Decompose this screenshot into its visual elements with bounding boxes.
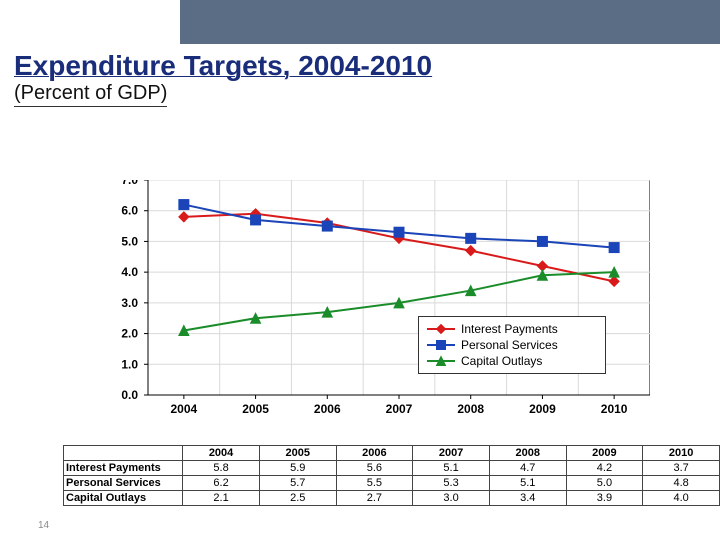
legend-swatch [427,322,455,336]
svg-text:5.0: 5.0 [121,234,138,248]
table-cell: 5.1 [413,461,490,476]
legend-item: Personal Services [427,337,597,353]
table-col-header: 2006 [336,446,413,461]
page-title: Expenditure Targets, 2004-2010 [14,50,706,82]
svg-text:2.0: 2.0 [121,327,138,341]
table-row-header: Interest Payments [64,461,183,476]
table-cell: 5.3 [413,476,490,491]
table-col-header: 2009 [566,446,643,461]
legend-label: Personal Services [461,337,558,353]
svg-text:2005: 2005 [242,402,269,416]
chart-svg: 0.0 1.0 2.0 3.0 4.0 5.0 6.0 7.0 2004 2005 2006 2007… [90,180,650,440]
svg-text:2007: 2007 [386,402,413,416]
svg-text:2010: 2010 [601,402,628,416]
table-row: Personal Services6.25.75.55.35.15.04.8 [64,476,720,491]
legend-item: Capital Outlays [427,353,597,369]
table-cell: 5.0 [566,476,643,491]
table-cell: 5.8 [183,461,260,476]
table-cell: 5.9 [259,461,336,476]
svg-text:2006: 2006 [314,402,341,416]
legend-label: Interest Payments [461,321,558,337]
table-col-header: 2005 [259,446,336,461]
legend-label: Capital Outlays [461,353,542,369]
expenditure-chart: 0.0 1.0 2.0 3.0 4.0 5.0 6.0 7.0 2004 2005 2006 2007… [90,180,650,440]
table-cell: 2.7 [336,491,413,506]
svg-text:4.0: 4.0 [121,265,138,279]
table-col-header: 2004 [183,446,260,461]
table-cell: 6.2 [183,476,260,491]
svg-text:7.0: 7.0 [121,180,138,187]
table-row-header: Personal Services [64,476,183,491]
legend-swatch [427,338,455,352]
table-cell: 5.5 [336,476,413,491]
table-cell: 4.0 [643,491,720,506]
svg-text:2009: 2009 [529,402,556,416]
chart-legend: Interest PaymentsPersonal ServicesCapita… [418,316,606,374]
table-row: Capital Outlays2.12.52.73.03.43.94.0 [64,491,720,506]
data-table: 2004200520062007200820092010Interest Pay… [63,445,720,506]
svg-text:2004: 2004 [171,402,198,416]
header-band [0,0,720,44]
svg-text:1.0: 1.0 [121,357,138,371]
slide-number: 14 [38,520,49,531]
legend-swatch [427,354,455,368]
table-cell: 2.5 [259,491,336,506]
table-row: Interest Payments5.85.95.65.14.74.23.7 [64,461,720,476]
table-cell: 4.8 [643,476,720,491]
table-cell: 2.1 [183,491,260,506]
svg-text:2008: 2008 [457,402,484,416]
title-block: Expenditure Targets, 2004-2010 (Percent … [0,44,720,107]
svg-text:0.0: 0.0 [121,388,138,402]
table-cell: 4.7 [489,461,566,476]
table-cell: 5.7 [259,476,336,491]
svg-text:3.0: 3.0 [121,296,138,310]
svg-text:6.0: 6.0 [121,204,138,218]
table-corner [64,446,183,461]
table-col-header: 2010 [643,446,720,461]
table-cell: 5.1 [489,476,566,491]
table-cell: 4.2 [566,461,643,476]
table-cell: 5.6 [336,461,413,476]
table-col-header: 2007 [413,446,490,461]
table-row-header: Capital Outlays [64,491,183,506]
table-cell: 3.9 [566,491,643,506]
table-col-header: 2008 [489,446,566,461]
table-cell: 3.0 [413,491,490,506]
table-cell: 3.7 [643,461,720,476]
legend-item: Interest Payments [427,321,597,337]
table-cell: 3.4 [489,491,566,506]
page-subtitle: (Percent of GDP) [14,82,167,107]
